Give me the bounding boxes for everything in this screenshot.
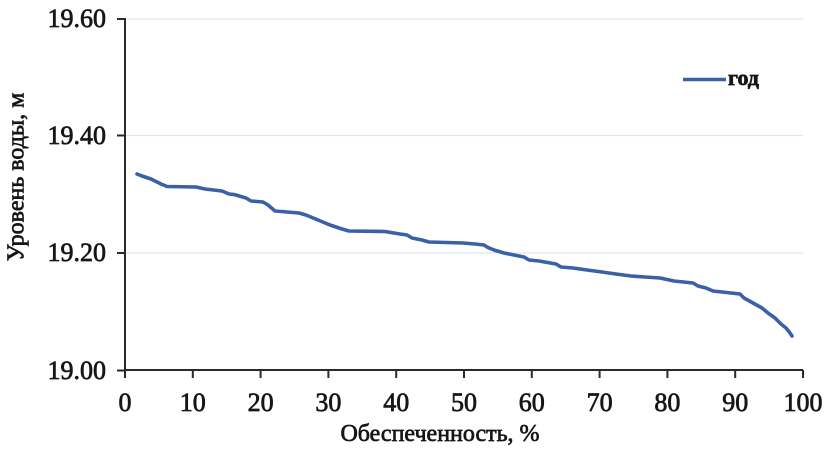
- svg-text:год: год: [728, 65, 759, 90]
- svg-text:19.20: 19.20: [48, 238, 107, 267]
- svg-text:19.40: 19.40: [48, 121, 107, 150]
- svg-text:40: 40: [383, 388, 409, 417]
- svg-text:19.00: 19.00: [48, 356, 107, 385]
- svg-text:80: 80: [654, 388, 680, 417]
- svg-text:10: 10: [180, 388, 206, 417]
- svg-text:19.60: 19.60: [48, 4, 107, 33]
- svg-text:70: 70: [587, 388, 613, 417]
- svg-text:50: 50: [451, 388, 477, 417]
- svg-text:30: 30: [315, 388, 341, 417]
- svg-text:0: 0: [119, 388, 132, 417]
- svg-text:90: 90: [722, 388, 748, 417]
- svg-text:20: 20: [248, 388, 274, 417]
- svg-text:60: 60: [519, 388, 545, 417]
- svg-text:Обеспеченность, %: Обеспеченность, %: [340, 421, 539, 447]
- svg-text:Уровень воды, м: Уровень воды, м: [4, 93, 30, 262]
- svg-text:100: 100: [784, 388, 823, 417]
